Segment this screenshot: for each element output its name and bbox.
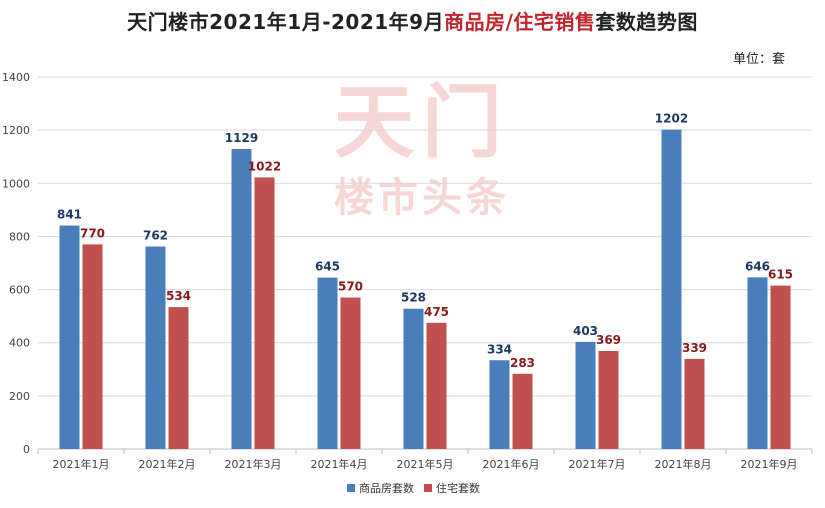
bar [254,177,275,449]
data-label: 645 [315,260,340,274]
x-tick-label: 2021年5月 [397,457,454,471]
bar [512,373,533,449]
data-label: 841 [57,208,82,222]
y-tick-label: 400 [9,337,30,350]
data-label: 770 [80,226,105,240]
legend-label: 商品房套数 [359,481,414,495]
bar [575,341,596,449]
bar [684,358,705,449]
x-tick-label: 2021年2月 [139,457,196,471]
y-tick-label: 600 [9,284,30,297]
data-label: 615 [768,268,793,282]
data-label: 534 [166,289,191,303]
data-label: 762 [143,229,168,243]
y-tick-label: 1400 [2,71,30,84]
x-tick-label: 2021年1月 [53,457,110,471]
data-label: 646 [745,259,770,273]
bar [145,246,166,449]
legend-swatch [347,484,355,492]
data-label: 334 [487,342,512,356]
data-label: 339 [682,341,707,355]
y-tick-label: 1000 [2,177,30,190]
bar [598,350,619,449]
x-tick-label: 2021年9月 [741,457,798,471]
bar [426,322,447,449]
data-label: 1129 [225,131,258,145]
data-label: 1202 [655,112,688,126]
bar [168,307,189,449]
bar [403,308,424,449]
bar [489,360,510,449]
title-part1: 天门楼市2021年1月-2021年9月 [127,10,445,34]
y-tick-label: 200 [9,390,30,403]
legend-swatch [424,484,432,492]
y-tick-label: 0 [23,443,30,456]
data-label: 403 [573,324,598,338]
bar [340,297,361,449]
data-label: 528 [401,291,426,305]
x-tick-label: 2021年8月 [655,457,712,471]
bar [317,277,338,449]
data-label: 1022 [248,159,281,173]
bar [661,129,682,449]
x-tick-label: 2021年3月 [225,457,282,471]
data-label: 283 [510,356,535,370]
bar [231,149,252,449]
x-tick-label: 2021年4月 [311,457,368,471]
y-tick-label: 1200 [2,124,30,137]
x-tick-label: 2021年6月 [483,457,540,471]
bar [747,277,768,449]
y-tick-label: 800 [9,230,30,243]
x-tick-label: 2021年7月 [569,457,626,471]
bar [82,244,103,449]
unit-label: 单位：套 [732,52,785,67]
data-label: 475 [424,305,449,319]
bar [59,225,80,449]
data-label: 570 [338,280,363,294]
bar [770,285,791,449]
title-part2: 商品房/住宅销售 [444,10,596,34]
data-label: 369 [596,333,621,347]
title-part3: 套数趋势图 [595,10,698,34]
legend-label: 住宅套数 [436,481,480,495]
chart-title: 天门楼市2021年1月-2021年9月商品房/住宅销售套数趋势图 [0,6,825,35]
